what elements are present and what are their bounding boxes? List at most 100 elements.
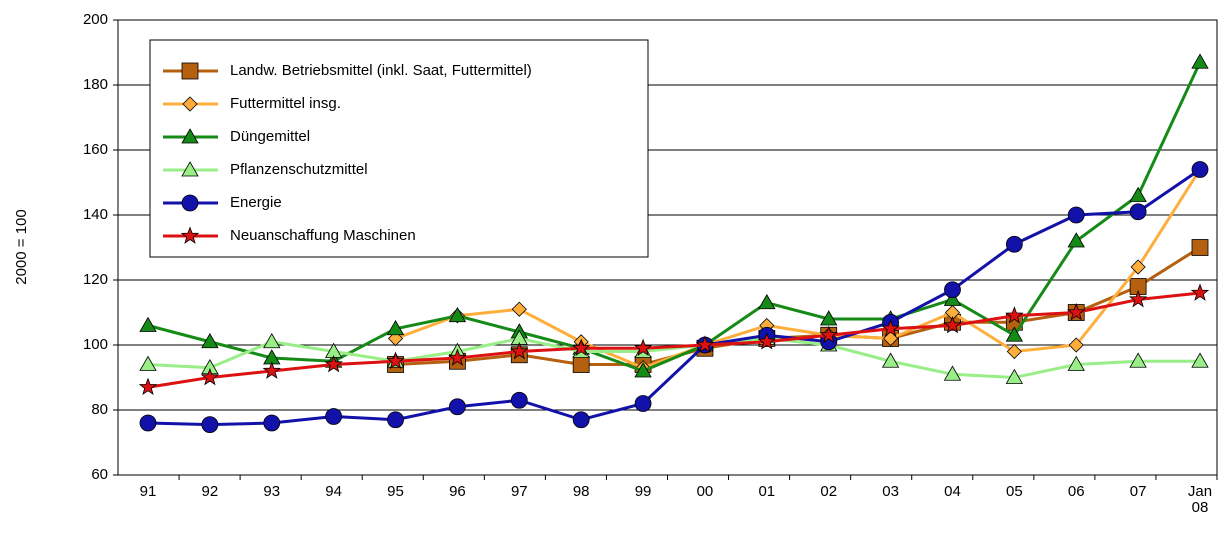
marker	[510, 341, 529, 360]
y-tick-label: 100	[83, 336, 108, 353]
marker	[511, 301, 527, 317]
marker	[1067, 232, 1085, 248]
marker	[262, 361, 281, 379]
x-tick-label: 06	[1068, 483, 1085, 500]
marker	[633, 338, 653, 357]
marker	[1005, 368, 1024, 384]
marker	[819, 325, 838, 344]
marker	[634, 362, 652, 378]
marker	[180, 226, 200, 244]
marker	[944, 281, 961, 299]
x-tick-label: 94	[325, 483, 342, 500]
marker	[387, 411, 404, 429]
y-tick-label: 160	[83, 141, 108, 158]
marker	[1129, 352, 1147, 368]
legend-label: Pflanzenschutzmittel	[230, 161, 368, 178]
marker	[448, 348, 467, 366]
marker	[139, 414, 157, 432]
marker	[695, 335, 715, 353]
marker	[758, 293, 776, 310]
legend-label: Futtermittel insg.	[230, 95, 341, 112]
series-line	[395, 168, 1202, 370]
marker	[1067, 206, 1085, 224]
marker	[881, 352, 900, 368]
series-line	[147, 61, 1202, 373]
y-tick-label: 140	[83, 206, 108, 223]
y-tick-label: 180	[83, 76, 108, 93]
marker	[820, 310, 838, 326]
marker	[1129, 203, 1147, 221]
marker	[448, 306, 467, 323]
marker	[201, 416, 219, 434]
marker	[1067, 355, 1085, 371]
marker	[201, 332, 219, 349]
x-tick-label: 92	[202, 483, 219, 500]
marker	[757, 332, 777, 350]
marker	[1190, 283, 1210, 301]
marker	[324, 354, 343, 373]
marker	[1191, 239, 1209, 256]
marker	[263, 414, 281, 432]
legend-box	[149, 39, 649, 258]
y-tick-label: 80	[91, 401, 108, 418]
x-tick-label: 91	[140, 483, 157, 500]
marker	[200, 367, 220, 386]
marker	[181, 194, 199, 212]
series-line	[147, 291, 1201, 389]
x-tick-label: Jan 08	[1188, 483, 1212, 516]
series-line	[147, 168, 1201, 427]
marker	[1067, 302, 1086, 321]
marker	[386, 351, 405, 370]
marker	[572, 356, 590, 373]
marker	[1005, 306, 1024, 324]
marker	[572, 411, 590, 429]
marker	[881, 319, 900, 337]
y-tick-label: 200	[83, 11, 108, 28]
marker	[386, 319, 405, 336]
marker	[181, 128, 199, 144]
legend-label: Düngemittel	[230, 128, 310, 145]
marker	[1128, 289, 1148, 308]
marker	[325, 408, 343, 425]
marker	[634, 395, 652, 412]
marker	[1130, 259, 1146, 275]
marker	[138, 377, 158, 396]
marker	[181, 161, 199, 177]
x-tick-label: 99	[635, 483, 652, 500]
marker	[139, 355, 157, 371]
x-tick-label: 95	[387, 483, 404, 500]
marker	[1191, 53, 1209, 69]
y-axis-label: 2000 = 100	[13, 209, 30, 285]
x-tick-label: 97	[511, 483, 528, 500]
marker	[943, 365, 962, 381]
marker	[182, 96, 198, 112]
marker	[571, 338, 591, 357]
series-line	[147, 336, 1200, 380]
marker	[1005, 235, 1023, 253]
marker	[263, 332, 281, 349]
y-tick-label: 120	[83, 271, 108, 288]
marker	[1191, 161, 1209, 178]
legend-label: Landw. Betriebsmittel (inkl. Saat, Futte…	[230, 62, 532, 79]
marker	[139, 316, 157, 332]
marker	[510, 391, 528, 409]
marker	[449, 398, 466, 416]
marker	[1129, 186, 1147, 202]
y-tick-label: 60	[91, 466, 108, 483]
x-tick-label: 96	[449, 483, 466, 500]
legend-label: Neuanschaffung Maschinen	[230, 227, 416, 244]
x-tick-label: 98	[573, 483, 590, 500]
marker	[1068, 337, 1084, 353]
x-tick-label: 04	[944, 483, 961, 500]
x-tick-label: 00	[697, 483, 714, 500]
x-tick-label: 03	[882, 483, 899, 500]
x-tick-label: 02	[820, 483, 837, 500]
x-tick-label: 05	[1006, 483, 1023, 500]
marker	[943, 315, 962, 334]
marker	[1005, 326, 1024, 342]
marker	[1006, 343, 1022, 360]
marker	[943, 290, 962, 306]
x-tick-label: 01	[758, 483, 775, 500]
marker	[181, 62, 199, 80]
